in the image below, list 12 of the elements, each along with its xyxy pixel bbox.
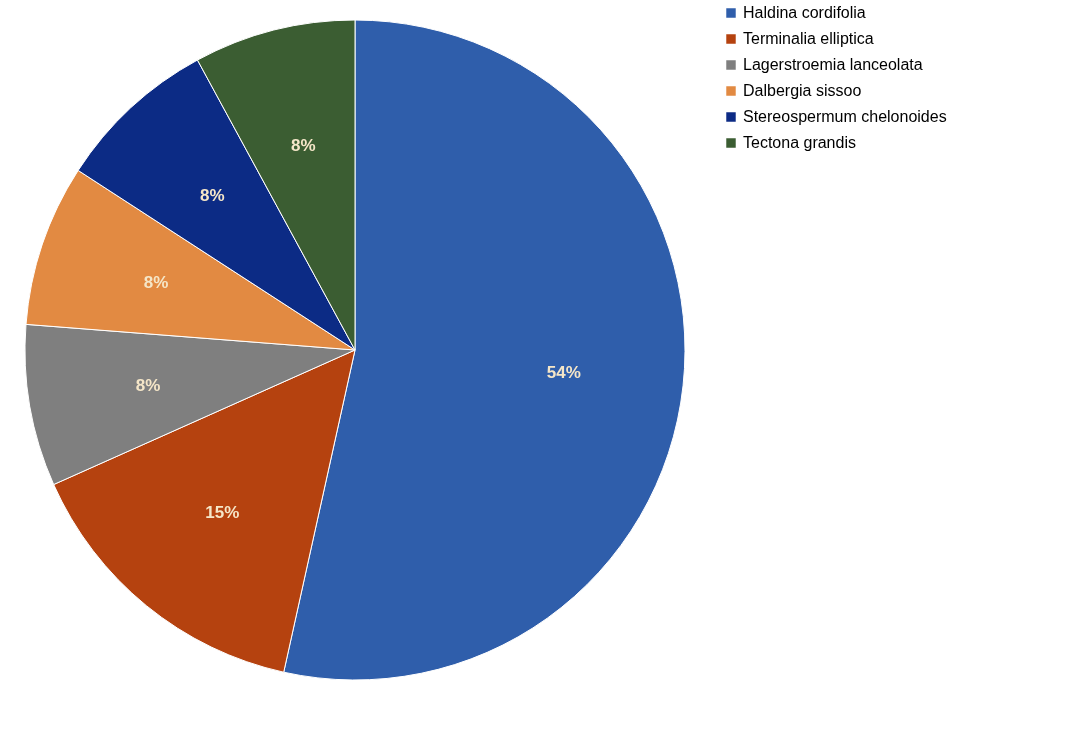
data-label: 15%: [205, 502, 240, 522]
legend-label: Lagerstroemia lanceolata: [743, 56, 923, 73]
data-label: 8%: [290, 136, 316, 156]
legend-label: Haldina cordifolia: [743, 4, 866, 21]
legend-label: Dalbergia sissoo: [743, 82, 862, 99]
data-label: 8%: [135, 375, 161, 395]
legend-label: Terminalia elliptica: [743, 30, 874, 47]
data-label: 54%: [546, 362, 581, 382]
data-label: 8%: [143, 272, 169, 292]
legend-label: Tectona grandis: [743, 134, 856, 151]
data-label: 8%: [200, 185, 225, 205]
legend-label: Stereospermum chelonoides: [743, 108, 947, 125]
